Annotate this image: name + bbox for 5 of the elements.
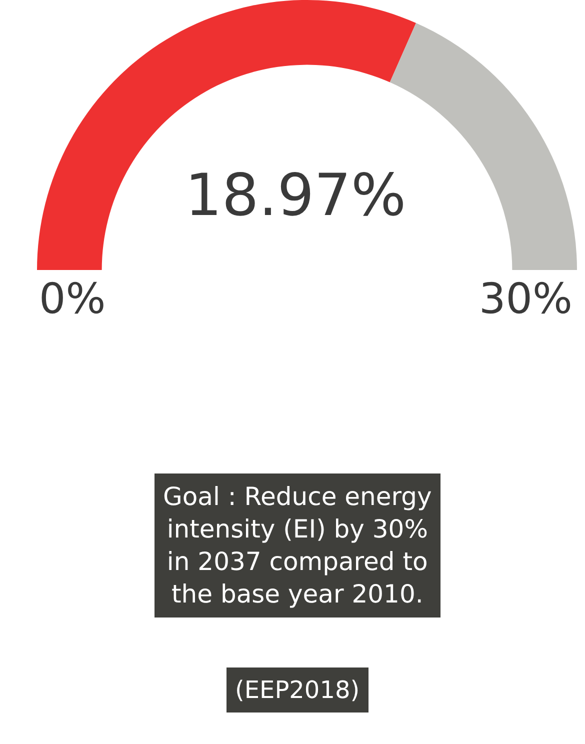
- text: Goal : Reduce energy intensity (EI) by 30% in 2037 compared to the base year 2010.: [163, 482, 432, 608]
- text: 30%: [479, 274, 572, 323]
- text: 18.97%: [185, 161, 406, 229]
- text: 0%: [39, 274, 106, 323]
- text: (EEP2018): [235, 676, 360, 704]
